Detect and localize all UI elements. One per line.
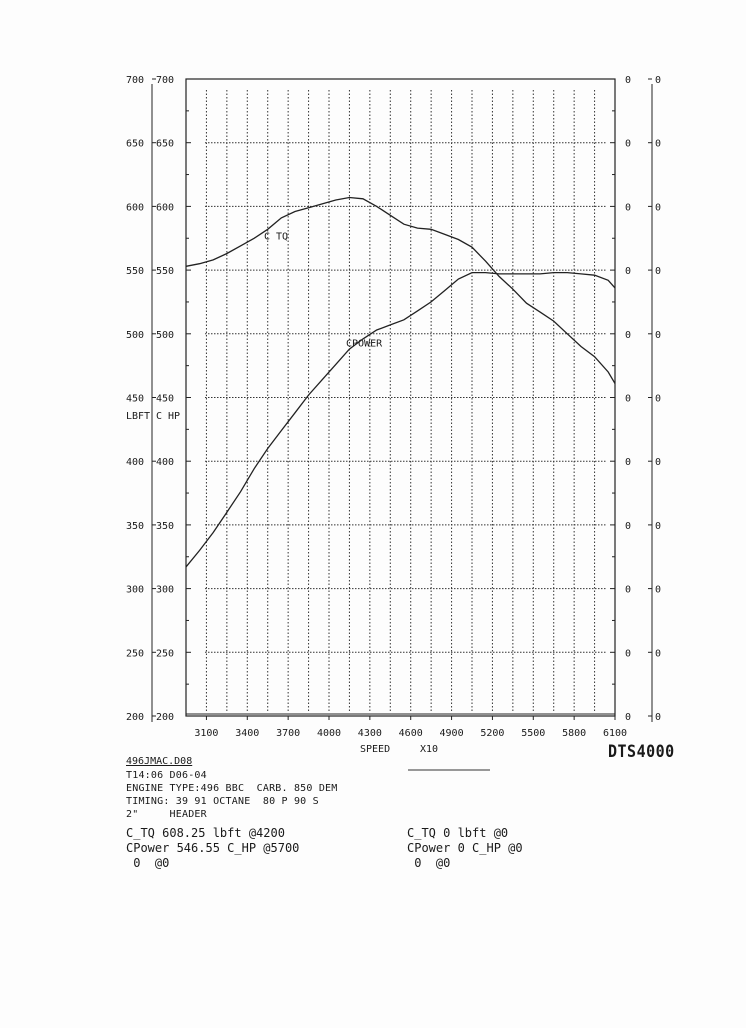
right-tick-label-outer: 0 [655, 457, 661, 468]
header-line: 2" HEADER [126, 809, 207, 820]
summary-right-extra: 0 @0 [407, 856, 451, 870]
x-tick-label: 3100 [194, 728, 218, 739]
y-tick-label-inner: 600 [156, 202, 174, 213]
summary-right-torque: C_TQ 0 lbft @0 [407, 826, 509, 840]
x-tick-label: 6100 [603, 728, 627, 739]
summary-left-torque: C_TQ 608.25 lbft @4200 [126, 826, 285, 840]
x-tick-label: 5500 [521, 728, 545, 739]
y-axis-label-hp: C HP [156, 411, 180, 422]
right-tick-label-outer: 0 [655, 585, 661, 596]
right-tick-label-inner: 0 [625, 585, 631, 596]
y-tick-label-inner: 550 [156, 266, 174, 277]
right-tick-label-inner: 0 [625, 75, 631, 86]
summary-left-extra: 0 @0 [126, 856, 170, 870]
right-tick-label-outer: 0 [655, 139, 661, 150]
y-tick-label-left: 450 [126, 394, 144, 405]
x-tick-label: 5800 [562, 728, 586, 739]
torque-curve [185, 196, 616, 384]
y-tick-label-inner: 250 [156, 648, 174, 659]
right-tick-label-inner: 0 [625, 648, 631, 659]
right-tick-label-outer: 0 [655, 330, 661, 341]
x-tick-label: 4900 [440, 728, 464, 739]
right-tick-label-outer: 0 [655, 75, 661, 86]
engine-line: ENGINE TYPE:496 BBC CARB. 850 DEM [126, 783, 338, 794]
right-tick-label-inner: 0 [625, 457, 631, 468]
dyno-brand: DTS4000 [608, 740, 675, 762]
y-tick-label-inner: 400 [156, 457, 174, 468]
power-series-label: CPOWER [346, 339, 383, 350]
right-tick-label-outer: 0 [655, 712, 661, 723]
x-axis-label: SPEED [360, 744, 390, 755]
summary-left-power: CPower 546.55 C_HP @5700 [126, 841, 300, 855]
time-line: T14:06 D06-04 [126, 770, 207, 781]
right-tick-label-inner: 0 [625, 139, 631, 150]
x-tick-label: 3400 [235, 728, 259, 739]
file-name: 496JMAC.D08 [126, 756, 193, 767]
y-tick-label-inner: 300 [156, 585, 174, 596]
y-tick-label-inner: 450 [156, 394, 174, 405]
right-tick-label-outer: 0 [655, 648, 661, 659]
right-tick-label-outer: 0 [655, 202, 661, 213]
right-tick-label-inner: 0 [625, 394, 631, 405]
y-tick-label-left: 700 [126, 75, 144, 86]
y-tick-label-left: 500 [126, 330, 144, 341]
y-tick-label-left: 200 [126, 712, 144, 723]
right-tick-label-inner: 0 [625, 521, 631, 532]
y-tick-label-inner: 200 [156, 712, 174, 723]
y-tick-label-left: 400 [126, 457, 144, 468]
y-tick-label-left: 550 [126, 266, 144, 277]
y-tick-label-left: 250 [126, 648, 144, 659]
timing-line: TIMING: 39 91 OCTANE 80 P 90 S [126, 796, 319, 807]
x-tick-label: 4000 [317, 728, 341, 739]
y-tick-label-left: 300 [126, 585, 144, 596]
y-tick-label-inner: 700 [156, 75, 174, 86]
right-tick-label-inner: 0 [625, 712, 631, 723]
x-tick-label: 5200 [480, 728, 504, 739]
x-tick-label: 4600 [399, 728, 423, 739]
right-tick-label-outer: 0 [655, 266, 661, 277]
right-tick-label-outer: 0 [655, 521, 661, 532]
y-tick-label-left: 650 [126, 139, 144, 150]
power-curve [185, 271, 616, 568]
y-tick-label-left: 600 [126, 202, 144, 213]
y-tick-label-left: 350 [126, 521, 144, 532]
right-tick-label-inner: 0 [625, 330, 631, 341]
y-tick-label-inner: 350 [156, 521, 174, 532]
y-tick-label-inner: 500 [156, 330, 174, 341]
x-axis-label-suffix: X10 [420, 744, 438, 755]
torque-series-label: C TQ [264, 232, 288, 243]
x-tick-label: 3700 [276, 728, 300, 739]
x-tick-label: 4300 [358, 728, 382, 739]
summary-right-power: CPower 0 C_HP @0 [407, 841, 523, 855]
right-tick-label-inner: 0 [625, 266, 631, 277]
y-tick-label-inner: 650 [156, 139, 174, 150]
right-tick-label-inner: 0 [625, 202, 631, 213]
y-axis-label-lbft: LBFT [126, 411, 150, 422]
right-tick-label-outer: 0 [655, 394, 661, 405]
